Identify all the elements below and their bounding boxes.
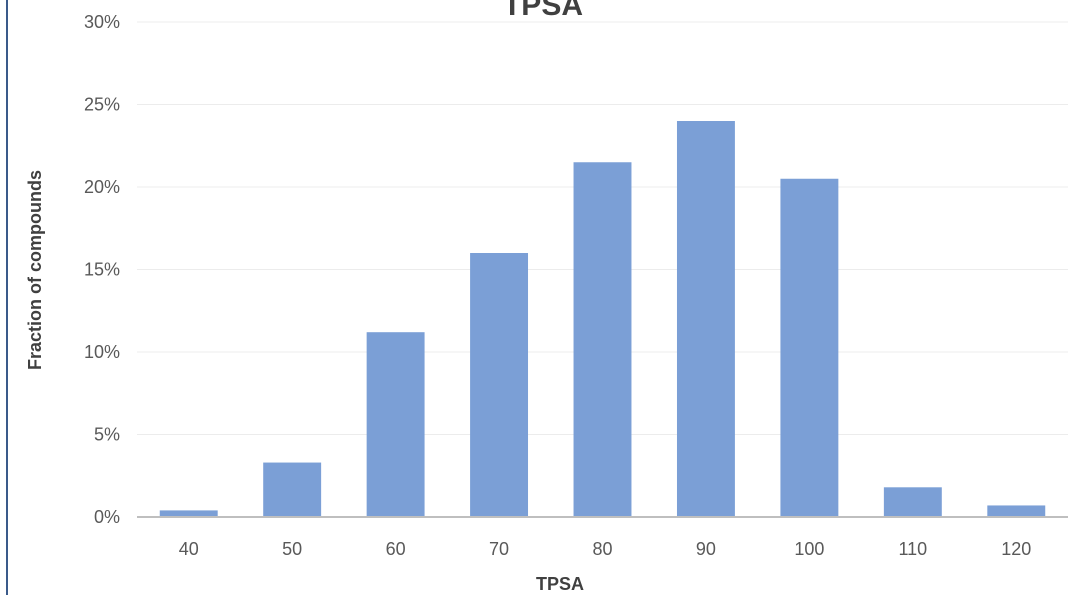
y-tick-label: 30% bbox=[84, 12, 120, 32]
bars bbox=[159, 121, 1046, 517]
x-tick-label: 90 bbox=[696, 539, 716, 559]
x-tick-label: 60 bbox=[386, 539, 406, 559]
y-axis-title: Fraction of compounds bbox=[25, 170, 45, 370]
y-tick-label: 25% bbox=[84, 95, 120, 115]
bar-100 bbox=[780, 178, 839, 517]
bar-90 bbox=[676, 121, 735, 517]
x-tick-label: 70 bbox=[489, 539, 509, 559]
x-tick-label: 40 bbox=[179, 539, 199, 559]
x-tick-label: 110 bbox=[898, 539, 927, 559]
y-tick-label: 5% bbox=[94, 425, 120, 445]
grid-lines bbox=[137, 21, 1068, 435]
bar-110 bbox=[883, 487, 942, 517]
x-tick-label: 120 bbox=[1001, 539, 1031, 559]
y-tick-label: 15% bbox=[84, 260, 120, 280]
bar-50 bbox=[263, 462, 322, 517]
chart-title: TPSA bbox=[503, 0, 583, 22]
bar-40 bbox=[159, 510, 218, 517]
y-tick-label: 10% bbox=[84, 342, 120, 362]
x-tick-label: 50 bbox=[282, 539, 302, 559]
x-axis-title: TPSA bbox=[536, 574, 584, 594]
y-tick-labels: 0% 5% 10% 15% 20% 25% 30% bbox=[84, 12, 120, 527]
x-tick-labels: 40 50 60 70 80 90 100 110 120 bbox=[179, 539, 1032, 559]
y-tick-label: 20% bbox=[84, 177, 120, 197]
x-tick-label: 100 bbox=[794, 539, 824, 559]
bar-60 bbox=[366, 332, 425, 517]
bar-70 bbox=[470, 253, 529, 517]
bar-120 bbox=[987, 505, 1046, 517]
frame-left-border bbox=[6, 0, 8, 595]
bar-80 bbox=[573, 162, 632, 517]
x-tick-label: 80 bbox=[592, 539, 612, 559]
y-tick-label: 0% bbox=[94, 507, 120, 527]
